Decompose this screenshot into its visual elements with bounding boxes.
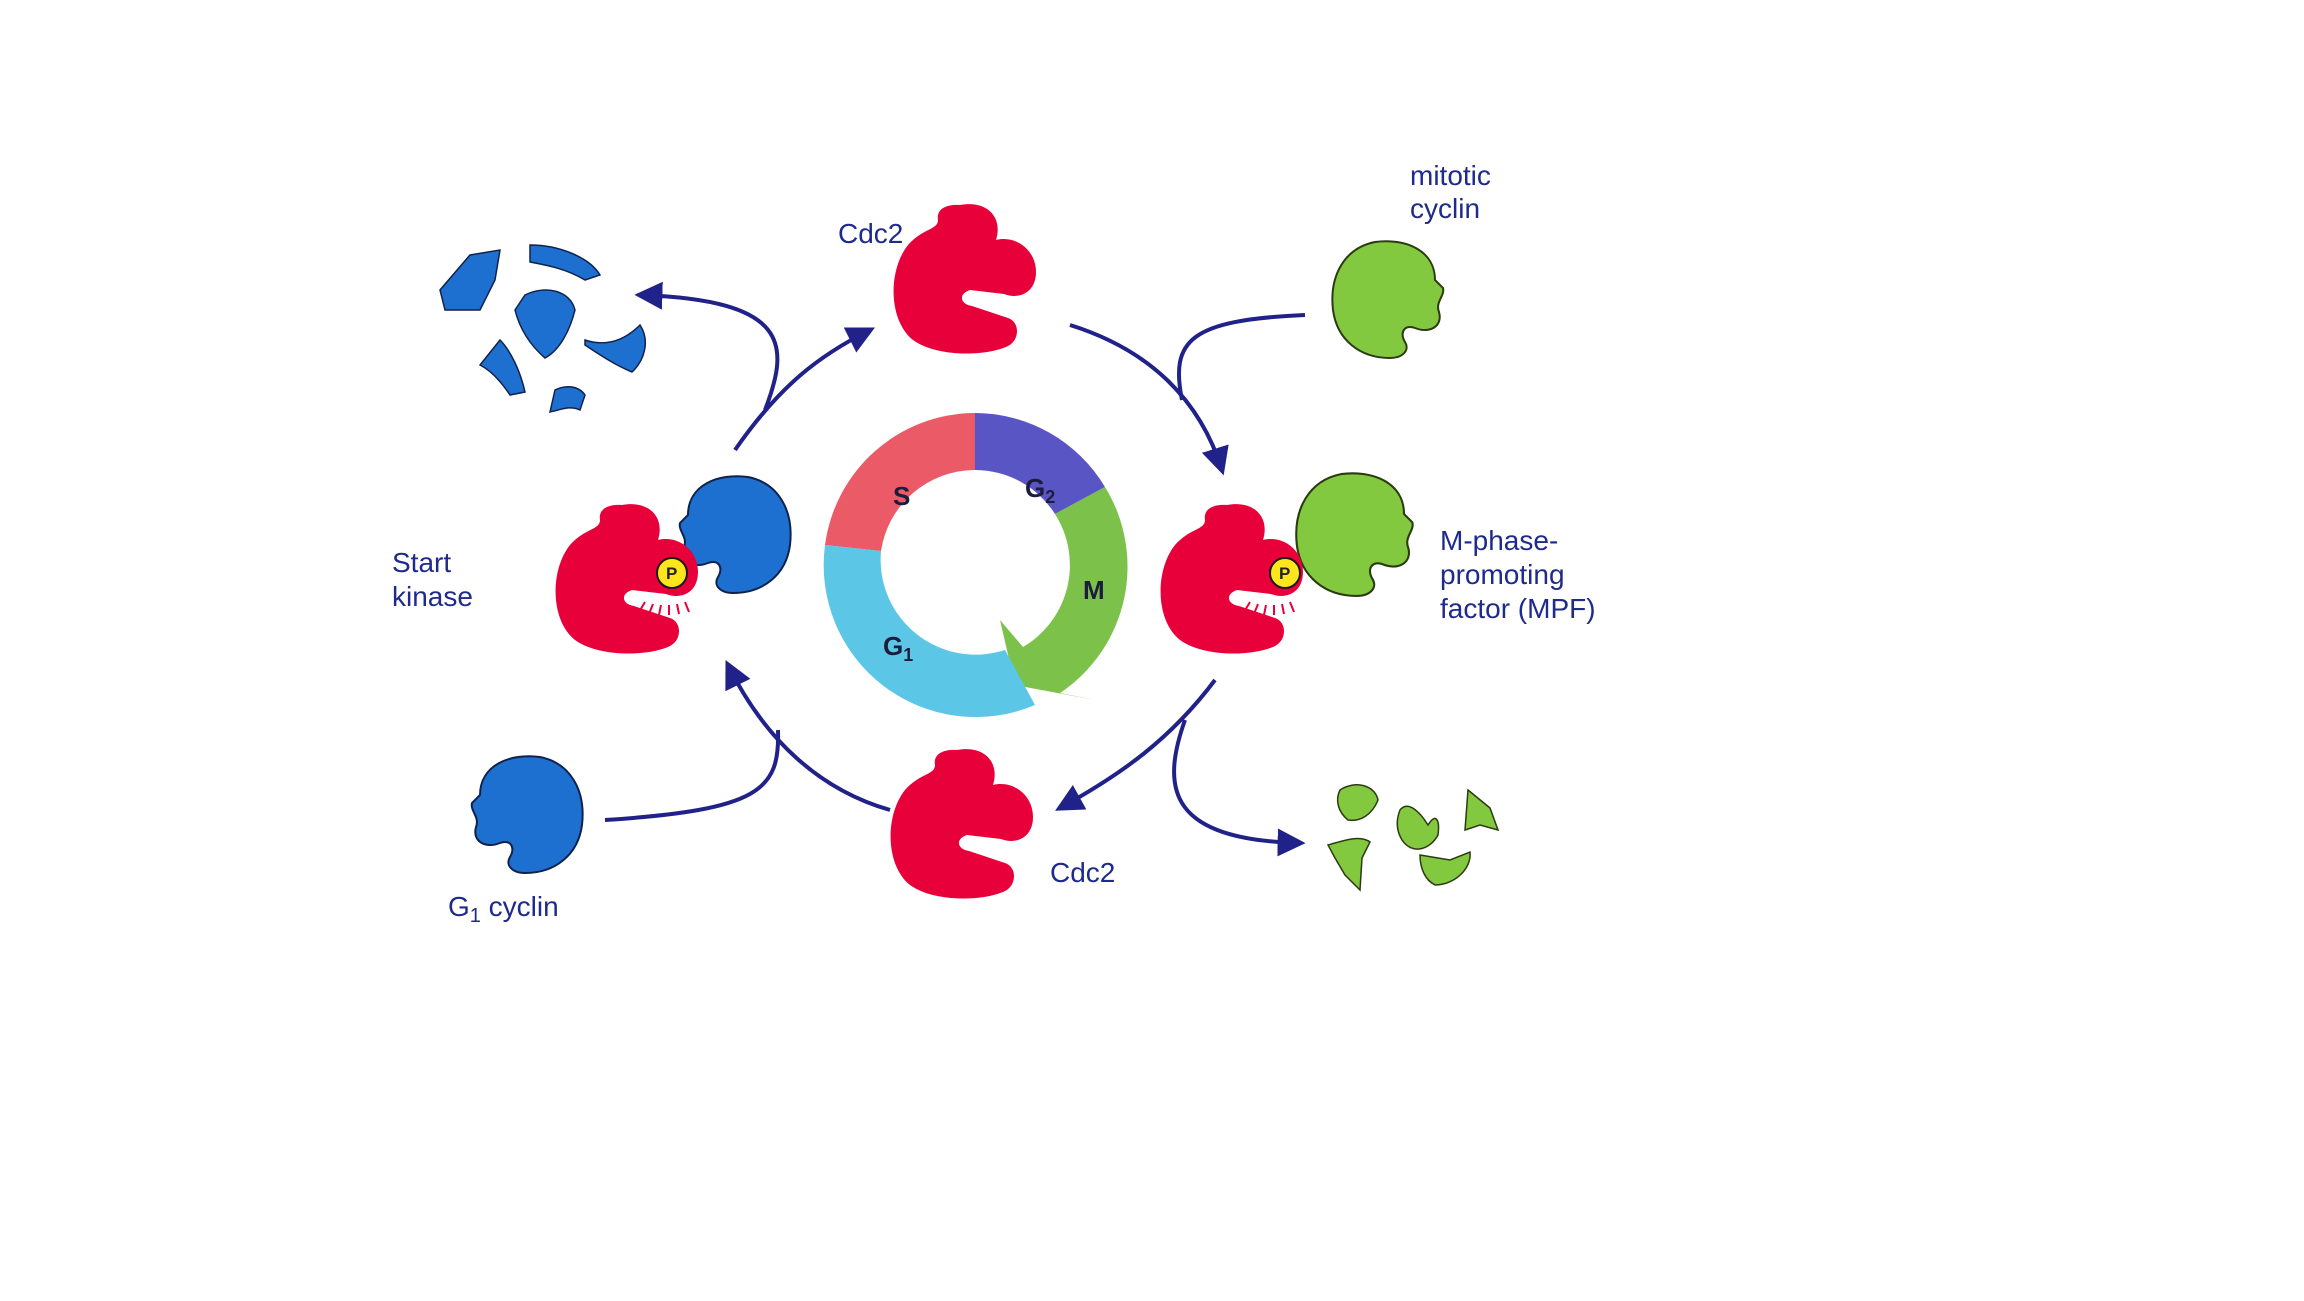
- phase-s-label: S: [893, 481, 910, 511]
- arrow-mpf-to-degraded-green: [1172, 719, 1306, 857]
- arrow-start-to-degraded-blue: [634, 281, 780, 411]
- arrows: [604, 281, 1306, 857]
- phosphate-icon: P: [656, 557, 688, 589]
- mitotic-cyclin-icon: [1295, 472, 1414, 597]
- cdc2-top: [893, 204, 1036, 354]
- cdc2-bottom: [890, 749, 1033, 899]
- phase-g2-segment: [975, 413, 1105, 514]
- svg-text:P: P: [666, 564, 677, 583]
- g1-cyclin: [470, 755, 584, 874]
- arrow-g1-cyclin-to-start: [604, 729, 781, 822]
- degraded-mitotic-cyclin-fragments: [1326, 784, 1500, 892]
- phase-m-segment: [1000, 487, 1128, 700]
- active-site-marks: [1243, 601, 1295, 616]
- cdc2-kinase-icon: [893, 204, 1036, 354]
- arrow-mpf-to-cdc2-bottom: [1055, 678, 1217, 811]
- arrow-cdc2-top-to-mpf: [1069, 323, 1229, 476]
- arrow-start-to-cdc2-top: [733, 327, 876, 452]
- phase-s-segment: [825, 413, 975, 551]
- cdc2-top-label: Cdc2: [838, 218, 903, 249]
- mitotic-cyclin: [1331, 240, 1445, 359]
- mpf-complex: P: [1160, 472, 1414, 654]
- g1-cyclin-icon: [470, 755, 584, 874]
- g1-cyclin-label: G1 cyclin: [448, 891, 559, 927]
- cycle-ring: S G2 M G1: [823, 413, 1128, 718]
- start-kinase-label: Start kinase: [392, 547, 473, 612]
- phase-g1-segment: [823, 545, 1035, 718]
- arrow-cdc2-bottom-to-start: [725, 659, 891, 812]
- mpf-label: M-phase- promoting factor (MPF): [1440, 525, 1596, 624]
- cdc2-kinase-icon: [890, 749, 1033, 899]
- svg-text:P: P: [1279, 564, 1290, 583]
- phase-g2-label: G2: [1025, 473, 1055, 507]
- phase-m-label: M: [1083, 575, 1105, 605]
- degraded-g1-cyclin-fragments: [439, 244, 647, 413]
- phosphate-icon: P: [1269, 557, 1301, 589]
- mitotic-cyclin-icon: [1331, 240, 1445, 359]
- cdc2-bottom-label: Cdc2: [1050, 857, 1115, 888]
- phase-g1-label: G1: [883, 631, 913, 665]
- mitotic-cyclin-label: mitotic cyclin: [1410, 160, 1499, 224]
- start-kinase-complex: P: [555, 475, 792, 654]
- arrow-mitotic-cyclin-to-mpf: [1177, 313, 1306, 401]
- active-site-marks: [638, 601, 690, 616]
